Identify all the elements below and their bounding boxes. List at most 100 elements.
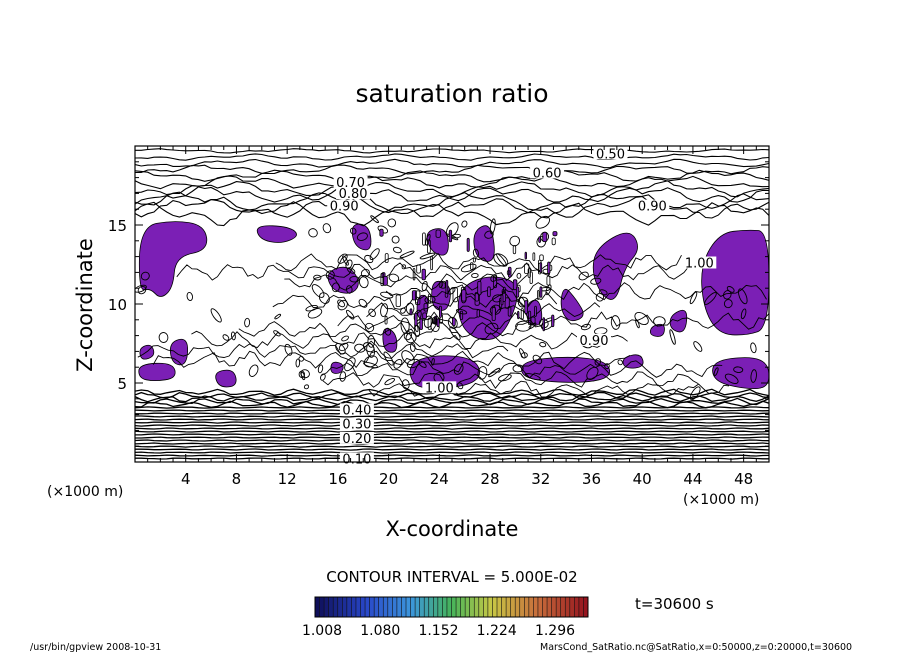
colorbar-tick-label: 1.008 [302, 623, 342, 639]
colorbar-cell [328, 597, 334, 617]
eddy-contour [477, 366, 488, 380]
eddy-contour [186, 291, 194, 302]
turbulent-streak [422, 312, 428, 320]
eddy-contour [401, 379, 410, 390]
x-tick-label: 32 [531, 470, 550, 488]
eddy-contour [399, 250, 415, 259]
eddy-contour [367, 335, 375, 348]
x-tick-label: 16 [328, 470, 347, 488]
turbulent-streak [539, 254, 544, 261]
colorbar-cell [533, 597, 539, 617]
turbulent-streak [542, 317, 546, 332]
eddy-contour [740, 308, 747, 320]
turbulent-streak [539, 286, 543, 298]
eddy-contour [447, 316, 458, 329]
colorbar-cell [456, 597, 461, 617]
turbulent-streak [524, 263, 530, 274]
colorbar-cell [415, 597, 420, 617]
supersaturated-region-11 [560, 288, 584, 322]
colorbar-cell [324, 597, 329, 617]
eddy-contour [498, 373, 512, 382]
eddy-contour [460, 263, 477, 273]
upper-contour-line-5 [135, 175, 769, 190]
eddy-contour [305, 304, 318, 312]
eddy-contour [594, 358, 602, 366]
colorbar: 1.008 1.080 1.152 1.224 1.296 [302, 596, 589, 639]
chart-title: saturation ratio [355, 79, 548, 108]
turbulent-streak [512, 245, 517, 255]
eddy-contour [489, 304, 502, 315]
eddy-contour [595, 292, 605, 302]
y-tick-label: 5 [117, 375, 127, 393]
colorbar-cell [383, 597, 389, 617]
eddy-contour [349, 275, 360, 283]
eddy-contour [689, 386, 701, 401]
eddy-contour [313, 274, 322, 281]
eddy-contour [578, 271, 589, 281]
eddy-contour [244, 317, 251, 328]
eddy-contour [210, 308, 222, 323]
eddy-contour [346, 309, 355, 320]
eddy-contour [590, 277, 602, 285]
eddy-contour [135, 284, 147, 293]
upper-contour-line-4 [135, 169, 769, 183]
eddy-contour [405, 332, 417, 344]
eddy-contour [325, 270, 335, 280]
eddy-contour [518, 296, 526, 307]
eddy-contour [704, 292, 717, 305]
turbulent-streak [440, 280, 446, 289]
colorbar-cell [542, 597, 548, 617]
colorbar-cell [483, 597, 489, 617]
eddy-contour [322, 223, 332, 234]
turbulent-streak [552, 231, 558, 237]
contour-label-11: 0.20 [342, 432, 371, 447]
eddy-contour [610, 315, 621, 330]
eddy-contour [425, 233, 431, 246]
eddy-contour [369, 248, 380, 260]
upper-contour-line-7 [135, 186, 769, 205]
lower-contour-line-13 [135, 430, 769, 433]
turbulent-streak [517, 310, 520, 320]
colorbar-cell [474, 597, 480, 617]
turbulent-streak [500, 294, 504, 306]
eddy-contour [490, 274, 498, 282]
eddy-contour [653, 316, 666, 327]
time-label: t=30600 s [635, 595, 714, 613]
colorbar-cell [569, 597, 575, 617]
y-tick-label: 10 [108, 296, 127, 314]
colorbar-cell [342, 597, 348, 617]
colorbar-cell [378, 597, 384, 617]
turbulent-streak [416, 264, 421, 274]
colorbar-cell [369, 597, 375, 617]
eddy-contour [545, 284, 552, 296]
mid-contour-line-6 [238, 321, 529, 338]
x-tick-label: 4 [181, 470, 191, 488]
eddy-contour [391, 235, 400, 244]
eddy-contour [360, 268, 370, 278]
eddy-contour [713, 367, 719, 377]
turbulent-streak [380, 272, 385, 287]
turbulent-streak [504, 297, 510, 309]
eddy-contour [393, 359, 403, 369]
turbulent-streak [474, 292, 480, 302]
eddy-contour [320, 373, 326, 381]
contour-label-0: 0.50 [596, 148, 625, 163]
turbulent-streak [435, 229, 441, 238]
eddy-contour [519, 348, 526, 359]
eddy-contour [303, 384, 310, 390]
eddy-contour [274, 313, 282, 320]
lower-contour-line-20 [135, 451, 769, 454]
colorbar-cell [410, 597, 416, 617]
supersaturated-region-5 [592, 232, 638, 300]
colorbar-cell [406, 597, 411, 617]
lower-contour-line-9 [135, 418, 769, 421]
eddy-contour [384, 378, 396, 386]
mid-contour-line-2 [321, 360, 723, 379]
turbulent-streak [472, 257, 476, 263]
eddy-contour [484, 322, 499, 335]
eddy-contour [400, 317, 410, 334]
colorbar-tick-label: 1.296 [535, 623, 575, 639]
colorbar-cell [537, 597, 543, 617]
colorbar-cell [465, 597, 470, 617]
turbulent-streak [542, 231, 548, 243]
